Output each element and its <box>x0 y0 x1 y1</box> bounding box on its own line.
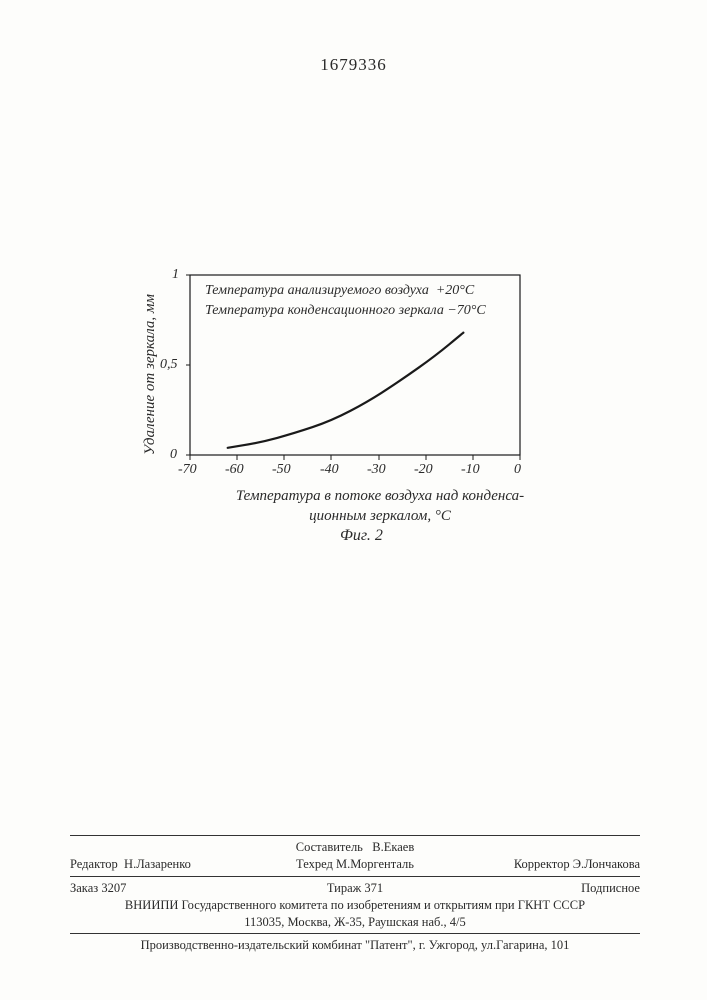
ytick-label-1: 1 <box>172 267 179 283</box>
corrector-name: Э.Лончакова <box>573 857 640 871</box>
annotation-mirror-temp-label: Температура конденсационного зеркала <box>205 303 444 318</box>
org-line-1: ВНИИПИ Государственного комитета по изоб… <box>70 897 640 914</box>
press-line: Производственно-издательский комбинат "П… <box>70 937 640 954</box>
xtick-label-30: -30 <box>367 462 386 478</box>
ytick-label-0: 0 <box>170 447 177 463</box>
tirazh-number: 371 <box>364 881 383 895</box>
page-number: 1679336 <box>0 55 707 75</box>
x-axis-label-line2: ционным зеркалом, °C <box>309 508 451 524</box>
order-number: 3207 <box>101 881 126 895</box>
curve <box>228 333 464 448</box>
x-axis-label: Температура в потоке воздуха над конденс… <box>170 487 590 526</box>
annotation-air-temp-label: Температура анализируемого воздуха <box>205 283 429 298</box>
annotation-mirror-temp-value: −70°C <box>447 303 485 318</box>
editor-label: Редактор <box>70 857 118 871</box>
subscription-text: Подписное <box>480 880 640 897</box>
footer-rule-2 <box>70 876 640 877</box>
xtick-label-40: -40 <box>320 462 339 478</box>
xtick-label-0: 0 <box>514 462 521 478</box>
tirazh-label: Тираж <box>327 881 361 895</box>
footer-rule-1 <box>70 835 640 836</box>
org-line-2: 113035, Москва, Ж-35, Раушская наб., 4/5 <box>70 914 640 931</box>
footer-compiler-row: Составитель В.Екаев <box>70 839 640 856</box>
figure-caption: Фиг. 2 <box>340 527 383 545</box>
chart-figure: Удаление от зеркала, мм Температура анал… <box>130 255 570 555</box>
plot-frame <box>190 275 520 455</box>
annotation-air-temp: Температура анализируемого воздуха +20°C <box>205 283 474 299</box>
techred-name: М.Моргенталь <box>336 857 414 871</box>
xtick-label-50: -50 <box>272 462 291 478</box>
ytick-label-05: 0,5 <box>160 357 178 373</box>
footer-rule-3 <box>70 933 640 934</box>
footer-order-row: Заказ 3207 Тираж 371 Подписное <box>70 880 640 897</box>
xtick-label-70: -70 <box>178 462 197 478</box>
techred-label: Техред <box>296 857 333 871</box>
xtick-label-60: -60 <box>225 462 244 478</box>
compiler-name: В.Екаев <box>372 840 414 854</box>
x-axis-label-line1: Температура в потоке воздуха над конденс… <box>236 488 524 504</box>
compiler-label: Составитель <box>296 840 363 854</box>
annotation-air-temp-value: +20°C <box>436 283 474 298</box>
editor-name: Н.Лазаренко <box>124 857 191 871</box>
y-axis-label: Удаление от зеркала, мм <box>142 294 159 455</box>
xtick-label-20: -20 <box>414 462 433 478</box>
annotation-mirror-temp: Температура конденсационного зеркала −70… <box>205 303 486 319</box>
order-label: Заказ <box>70 881 98 895</box>
xtick-label-10: -10 <box>461 462 480 478</box>
corrector-label: Корректор <box>514 857 570 871</box>
footer-credits-row: Редактор Н.Лазаренко Техред М.Моргенталь… <box>70 856 640 873</box>
footer-block: Составитель В.Екаев Редактор Н.Лазаренко… <box>70 832 640 954</box>
